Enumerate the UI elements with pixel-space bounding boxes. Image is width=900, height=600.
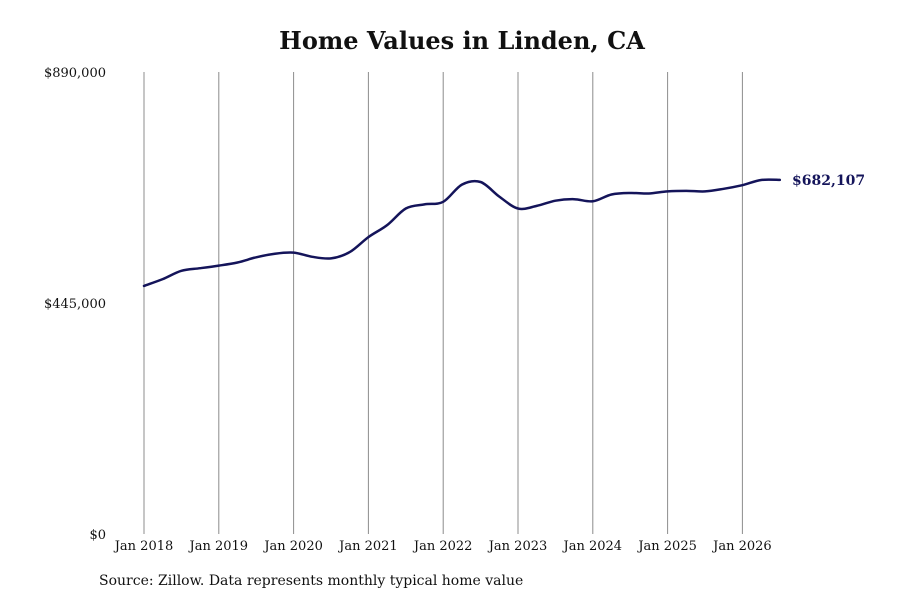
data-point (517, 207, 519, 209)
y-tick-label: $445,000 (44, 297, 106, 312)
data-point (199, 267, 201, 269)
home-value-line (142, 178, 782, 288)
data-point (479, 181, 481, 183)
data-point (218, 264, 220, 266)
x-axis-tick-labels: Jan 2018 Jan 2019 Jan 2020 Jan 2021 Jan 2022… (113, 539, 772, 554)
data-point (274, 253, 276, 255)
data-point (405, 207, 407, 209)
data-point (498, 195, 500, 197)
x-tick-label: Jan 2024 (562, 539, 623, 554)
x-tick-label: Jan 2023 (487, 539, 548, 554)
x-tick-label: Jan 2021 (337, 539, 398, 554)
data-point (648, 192, 650, 194)
chart-title: Home Values in Linden, CA (279, 26, 645, 55)
data-point (592, 200, 594, 202)
data-point (666, 190, 668, 192)
data-point (554, 200, 556, 202)
y-tick-label: $890,000 (44, 66, 106, 81)
data-point (423, 203, 425, 205)
x-tick-label: Jan 2025 (636, 539, 697, 554)
data-point (311, 256, 313, 258)
data-point (536, 205, 538, 207)
data-point (741, 184, 743, 186)
data-point (367, 236, 369, 238)
data-point (610, 193, 612, 195)
x-tick-label: Jan 2018 (113, 539, 174, 554)
data-point (143, 285, 145, 287)
source-note: Source: Zillow. Data represents monthly … (99, 573, 524, 589)
data-point (779, 179, 781, 181)
data-point (386, 224, 388, 226)
x-tick-label: Jan 2020 (262, 539, 323, 554)
series-layer (142, 178, 782, 288)
data-point (442, 201, 444, 203)
data-point (255, 256, 257, 258)
end-value-label: $682,107 (792, 173, 865, 189)
data-point (330, 257, 332, 259)
data-point (180, 270, 182, 272)
data-point (723, 188, 725, 190)
x-tick-label: Jan 2019 (188, 539, 249, 554)
data-point (461, 183, 463, 185)
grid-lines (143, 72, 743, 534)
data-point (573, 198, 575, 200)
x-tick-label: Jan 2026 (711, 539, 772, 554)
data-point (292, 251, 294, 253)
data-point (685, 190, 687, 192)
data-point (162, 278, 164, 280)
data-point (629, 192, 631, 194)
x-tick-label: Jan 2022 (412, 539, 473, 554)
data-point (760, 179, 762, 181)
y-axis-tick-labels: $0 $445,000 $890,000 (44, 66, 106, 543)
data-point (349, 251, 351, 253)
data-point (236, 261, 238, 263)
annotation-layer: $682,107 (792, 173, 865, 189)
y-tick-label: $0 (89, 528, 106, 543)
data-point (704, 190, 706, 192)
